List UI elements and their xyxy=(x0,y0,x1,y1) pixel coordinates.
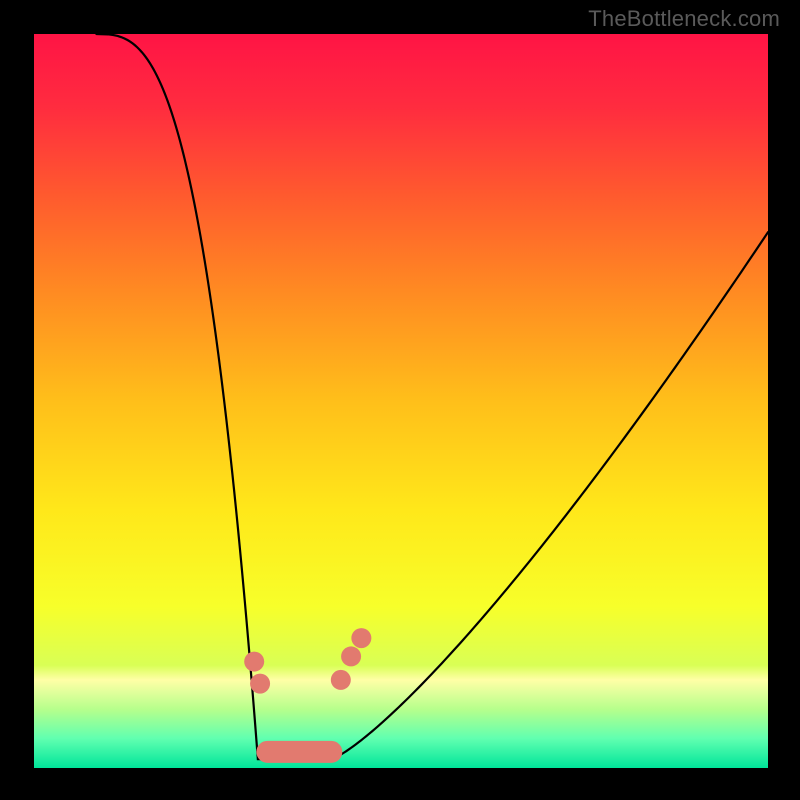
watermark-text: TheBottleneck.com xyxy=(588,6,780,32)
curve-marker-dot xyxy=(341,646,361,666)
curve-marker-dot xyxy=(244,652,264,672)
gradient-background xyxy=(34,34,768,768)
curve-marker-dot xyxy=(250,674,270,694)
plot-area xyxy=(34,34,768,768)
valley-sausage-marker xyxy=(259,744,339,760)
curve-marker-dot xyxy=(351,628,371,648)
curve-marker-dot xyxy=(331,670,351,690)
bottleneck-curve-chart xyxy=(34,34,768,768)
